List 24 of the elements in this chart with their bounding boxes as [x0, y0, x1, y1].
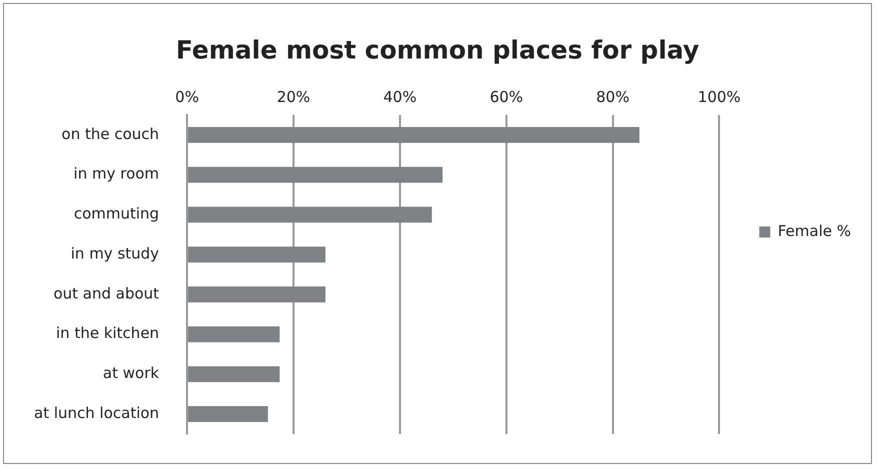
legend-label: Female %: [778, 222, 852, 240]
x-tick-label: 40%: [383, 88, 417, 106]
y-tick-label: on the couch: [62, 124, 160, 143]
bar: [188, 246, 326, 263]
bar: [188, 166, 443, 183]
bar: [188, 406, 268, 422]
bar: [188, 366, 280, 382]
x-tick-label: 80%: [596, 88, 630, 106]
bar: [188, 126, 640, 143]
x-tick-label: 100%: [698, 88, 741, 106]
bar: [188, 206, 432, 223]
chart-title: Female most common places for play: [176, 36, 700, 64]
x-tick-label: 20%: [276, 88, 310, 106]
y-tick-label: out and about: [53, 284, 160, 302]
y-tick-label: at lunch location: [34, 404, 160, 422]
y-tick-label: at work: [102, 364, 160, 382]
x-tick-label: 0%: [175, 88, 199, 106]
bar: [188, 326, 280, 342]
y-tick-label: in my room: [74, 164, 160, 183]
bar: [188, 286, 326, 302]
x-tick-label: 60%: [490, 88, 524, 106]
y-tick-label: commuting: [74, 204, 160, 223]
y-tick-label: in the kitchen: [56, 324, 160, 342]
y-tick-label: in my study: [70, 244, 160, 262]
